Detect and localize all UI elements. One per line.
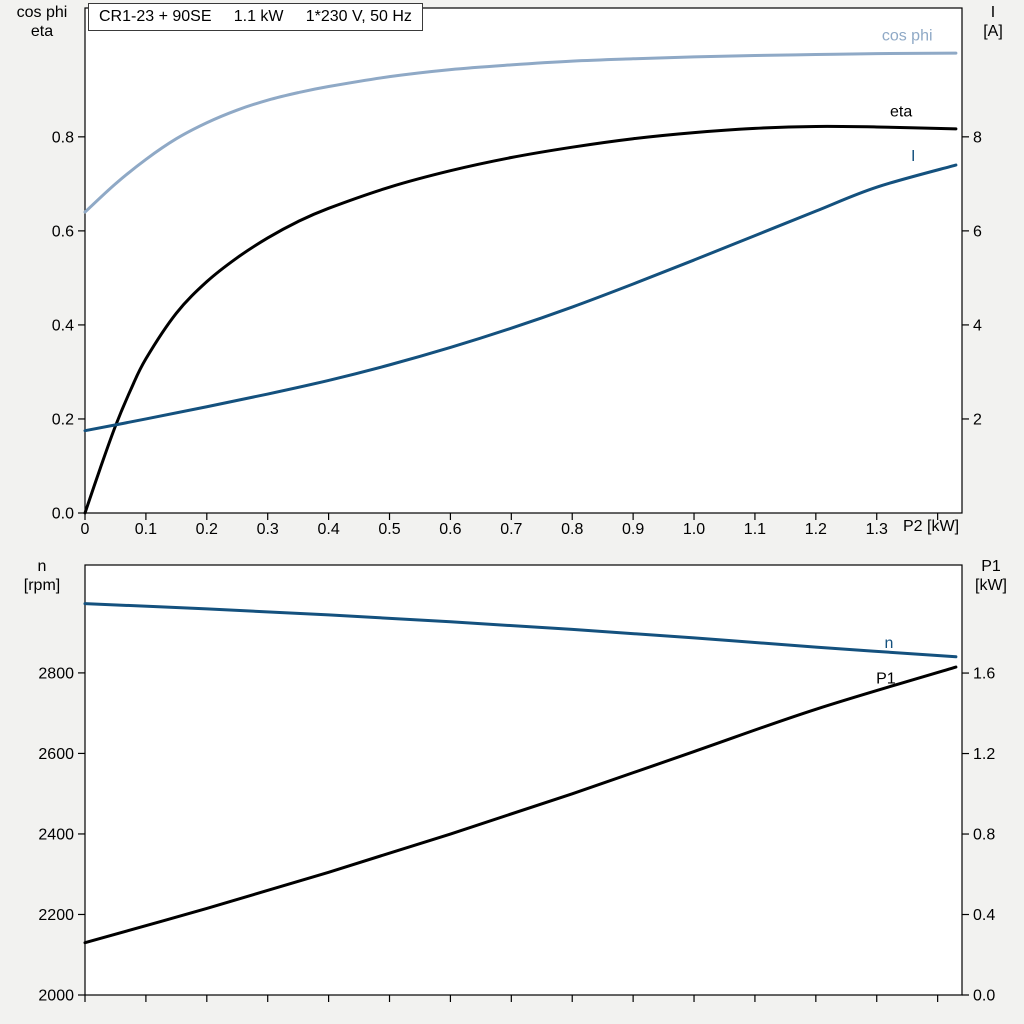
x-axis-title: P2 [kW] [903,518,960,535]
electrical-data-chart: 0 0.1 0.2 0.3 0.4 0.5 0.6 0.7 0.8 0.9 1.0 1.1 1.2 1.3… [0,3,1020,538]
right-axis-tick-label: 1.6 [973,666,995,683]
axis-title-input-power-unit: [kW] [975,577,1007,594]
curve-i [83,163,958,433]
chart-title-box: CR1-23 + 90SE 1.1 kW 1*230 V, 50 Hz [88,3,423,31]
curve-p1 [83,665,958,945]
plot-area [84,564,963,996]
axis-title-speed-unit: [rpm] [23,577,61,594]
speed-power-chart-canvas: 2000 2200 2400 2600 2800 0.0 0.4 0.8 1.2 1.6 n P1 [38,564,995,1005]
left-axis-tick-label: 0.4 [52,317,74,334]
x-tick-label: 0.3 [257,521,279,538]
left-axis-tick-label: 2000 [38,988,74,1005]
x-tick-label: 0.1 [135,521,157,538]
curve-label-p1: P1 [876,671,896,688]
axis-title-speed: n [37,558,47,575]
right-axis-tick-label: 0.8 [973,827,995,844]
x-tick-label: 0.9 [622,521,644,538]
x-tick-label: 0 [81,521,90,538]
left-axis-tick-label: 0.2 [52,411,74,428]
x-tick-label: 1.2 [805,521,827,538]
x-tick-label: 0.5 [378,521,400,538]
right-axis-tick-label: 1.2 [973,746,995,763]
left-axis-tick-label: 0.0 [52,506,74,523]
left-axis-tick-label: 2800 [38,665,74,682]
x-tick-label: 1.0 [683,521,705,538]
plot-area [84,7,963,514]
right-axis-tick-label: 0.0 [973,988,995,1005]
x-tick-label: 0.2 [196,521,218,538]
right-axis-tick-label: 2 [973,411,982,428]
x-tick-label: 1.1 [744,521,766,538]
left-axis-title-block: cos phi eta [0,3,84,41]
right-axis-tick-label: 8 [973,129,982,146]
left-axis-tick-label: 2600 [38,746,74,763]
axis-title-eta: eta [30,23,54,40]
curve-n [83,602,958,659]
x-tick-label: 0.6 [439,521,461,538]
curve-label-i: I [911,148,915,165]
curve-eta [83,124,958,515]
left-axis-title-block: n [rpm] [0,557,84,595]
speed-power-chart: 2000 2200 2400 2600 2800 0.0 0.4 0.8 1.2 1.6 n P1 n… [0,545,1024,1024]
right-axis-tick-label: 4 [973,317,982,334]
right-axis-tick-label: 0.4 [973,907,995,924]
axis-title-input-power: P1 [981,558,1001,575]
left-axis-tick-label: 2200 [38,907,74,924]
x-tick-label: 1.3 [866,521,888,538]
x-tick-label: 0.8 [561,521,583,538]
left-axis-tick-label: 0.6 [52,223,74,240]
left-axis-tick-label: 0.8 [52,129,74,146]
x-tick-label: 0.4 [317,521,339,538]
left-axis-tick-label: 2400 [38,826,74,843]
x-tick-label: 0.7 [500,521,522,538]
curve-label-cos-phi: cos phi [882,27,933,44]
curve-label-n: n [884,635,893,652]
axis-title-current: I [990,4,996,21]
right-axis-title-block: P1 [kW] [962,557,1020,595]
curve-label-eta: eta [890,103,912,120]
axis-title-current-unit: [A] [983,23,1003,40]
electrical-chart-canvas: 0 0.1 0.2 0.3 0.4 0.5 0.6 0.7 0.8 0.9 1.0 1.1 1.2 1.3… [52,7,982,538]
curve-cos-phi [83,51,958,214]
right-axis-tick-label: 6 [973,223,982,240]
axis-title-cos-phi: cos phi [16,4,68,21]
right-axis-title-block: I [A] [966,3,1020,41]
